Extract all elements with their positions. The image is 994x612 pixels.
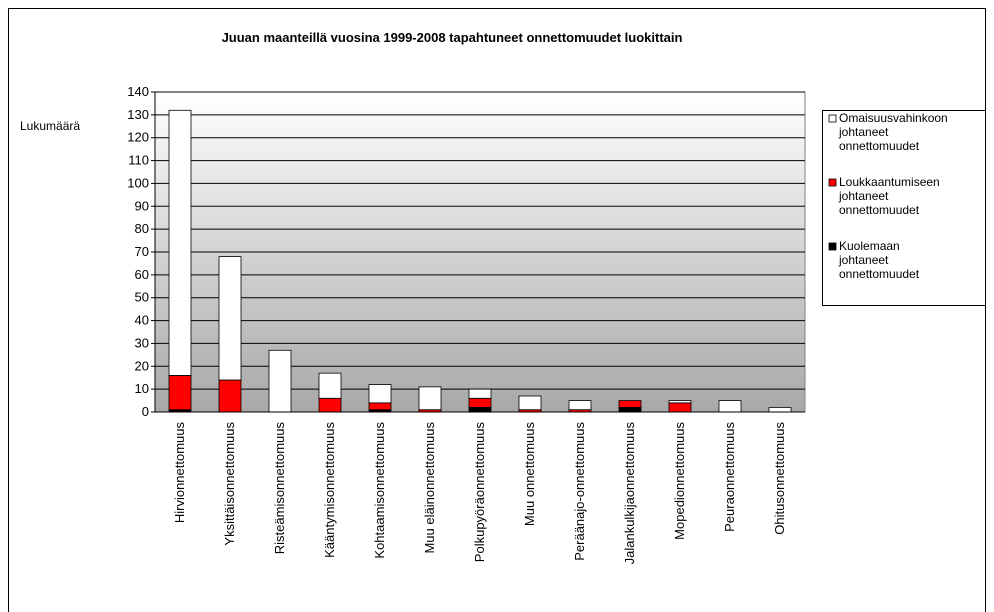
bar-segment [768,407,792,413]
y-tick-label: 140 [127,84,149,99]
legend-swatch [828,242,837,251]
x-tick-label: Ohitusonnettomuus [772,422,787,535]
x-tick-label: Muu eläinonnettomuus [422,422,437,554]
x-tick-label: Mopedionnettomuus [672,422,687,540]
x-tick-label: Kääntymisonnettomuus [322,422,337,558]
y-tick-label: 40 [135,313,149,328]
y-tick-label: 130 [127,107,149,122]
y-tick-label: 100 [127,175,149,190]
legend [822,110,986,306]
legend-label: Kuolemaan johtaneet onnettomuudet [838,239,920,281]
bar-segment [168,375,192,411]
y-tick-label: 30 [135,335,149,350]
y-tick-label: 90 [135,198,149,213]
x-tick-label: Muu onnettomuus [522,422,537,527]
x-tick-label: Jalankulkijaonnettomuus [622,422,637,565]
y-tick-label: 10 [135,381,149,396]
bar-segment [668,400,692,404]
bar-segment [168,109,192,376]
bar-segment [668,402,692,413]
bar-segment [468,397,492,408]
x-tick-label: Yksittäisonnettomuus [222,422,237,546]
y-tick-label: 80 [135,221,149,236]
x-tick-label: Kohtaamisonnettomuus [372,422,387,559]
x-tick-label: Polkupyöräonnettomuus [472,422,487,563]
bar-segment [218,379,242,413]
bar-segment [318,372,342,399]
bar-segment [618,400,642,408]
y-tick-label: 20 [135,358,149,373]
bar-segment [718,400,742,413]
x-tick-label: Risteämisonnettomuus [272,422,287,555]
bar-segment [368,384,392,404]
y-tick-label: 0 [142,404,149,419]
x-tick-label: Peuraonnettomuus [722,422,737,532]
y-tick-label: 110 [128,153,149,168]
legend-label: Omaisuusvahinkoon johtaneet onnettomuudet [838,111,948,153]
bar-segment [418,386,442,411]
y-axis-label: Lukumäärä [20,119,80,133]
x-tick-label: Hirvionnettomuus [172,422,187,524]
bar-segment [368,402,392,411]
chart-title: Juuan maanteillä vuosina 1999-2008 tapah… [222,30,683,45]
legend-swatch [828,178,837,187]
bar-segment [568,400,592,411]
y-tick-label: 70 [135,244,149,259]
bar-segment [468,388,492,399]
bar-segment [218,256,242,381]
legend-label: Loukkaantumiseen johtaneet onnettomuudet [838,175,940,217]
y-tick-label: 60 [135,267,149,282]
bar-segment [518,395,542,411]
bar-segment [618,407,642,413]
y-tick-label: 120 [127,130,149,145]
bar-segment [268,349,292,413]
y-tick-label: 50 [135,290,149,305]
bar-segment [318,397,342,413]
legend-swatch [828,114,837,123]
bar-segment [468,407,492,413]
x-tick-label: Peräänajo-onnettomuus [572,422,587,561]
